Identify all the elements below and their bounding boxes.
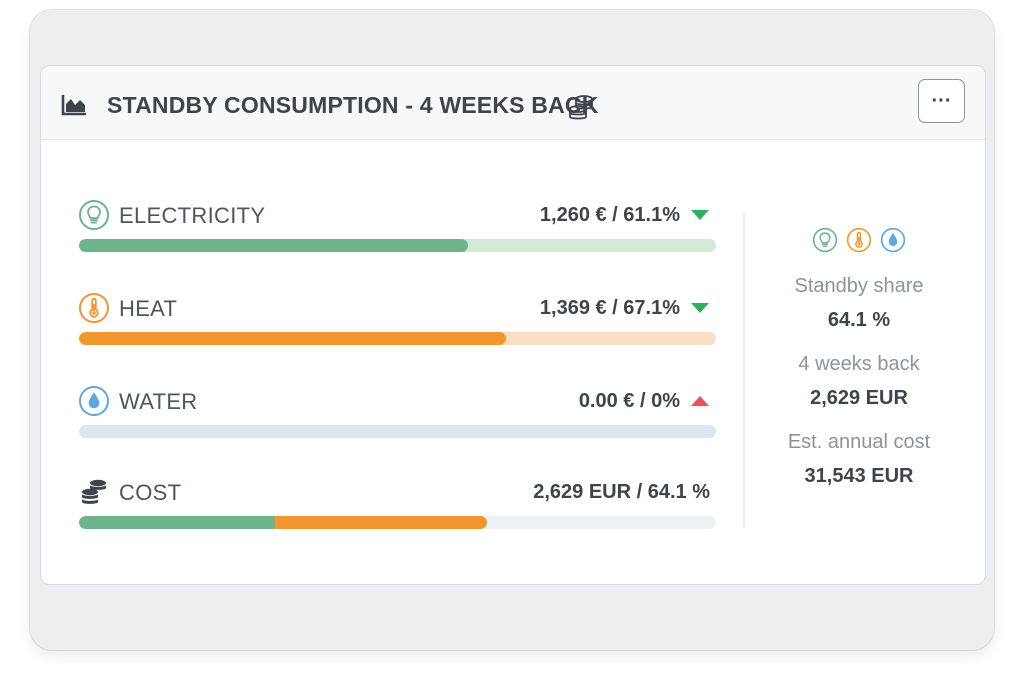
annual-cost-value: 31,543 EUR bbox=[804, 465, 914, 487]
progress-fill bbox=[79, 239, 469, 252]
trend-down-icon bbox=[691, 210, 709, 220]
standby-share-label: Standby share bbox=[794, 275, 924, 297]
progress-fill bbox=[79, 332, 507, 345]
progress-segment-heat bbox=[274, 516, 488, 529]
trend-up-icon bbox=[691, 396, 709, 406]
coins-icon bbox=[82, 479, 106, 504]
row-label: HEAT bbox=[119, 296, 178, 321]
row-value: 2,629 EUR / 64.1 % bbox=[533, 481, 710, 503]
card-header: STANDBY CONSUMPTION - 4 WEEKS BACK ··· bbox=[41, 66, 985, 140]
more-options-button[interactable]: ··· bbox=[918, 79, 965, 123]
progress-segment-electricity bbox=[79, 516, 275, 529]
thermometer-icon bbox=[846, 227, 872, 253]
electricity-row: ELECTRICITY 1,260 € / 61.1% bbox=[78, 200, 718, 263]
heat-row: HEAT 1,369 € / 67.1% bbox=[78, 293, 718, 356]
heat-progress-bar bbox=[79, 332, 716, 345]
coins-stack-icon bbox=[569, 95, 593, 120]
card-title: STANDBY CONSUMPTION - 4 WEEKS BACK bbox=[107, 92, 599, 118]
summary-icons bbox=[761, 226, 957, 254]
row-label: ELECTRICITY bbox=[119, 203, 266, 228]
standby-consumption-card: STANDBY CONSUMPTION - 4 WEEKS BACK ··· E… bbox=[40, 65, 986, 585]
water-row: WATER 0.00 € / 0% bbox=[78, 386, 718, 449]
water-drop-icon bbox=[79, 386, 109, 416]
weeks-back-value: 2,629 EUR bbox=[810, 387, 908, 409]
lightbulb-icon bbox=[79, 200, 109, 230]
cost-row: COST 2,629 EUR / 64.1 % bbox=[78, 479, 718, 540]
lightbulb-icon bbox=[812, 227, 838, 253]
electricity-progress-bar bbox=[79, 239, 716, 252]
row-value: 1,369 € / 67.1% bbox=[539, 297, 680, 319]
water-progress-bar bbox=[79, 425, 716, 438]
row-value: 1,260 € / 61.1% bbox=[539, 204, 680, 226]
standby-share-value: 64.1 % bbox=[827, 309, 891, 331]
water-drop-icon bbox=[880, 227, 906, 253]
row-label: COST bbox=[119, 480, 182, 505]
thermometer-icon bbox=[79, 293, 109, 323]
area-chart-icon bbox=[61, 95, 86, 116]
summary-panel: Standby share 64.1 % 4 weeks back 2,629 … bbox=[761, 226, 957, 488]
vertical-divider bbox=[743, 213, 745, 527]
row-label: WATER bbox=[119, 389, 198, 414]
cost-progress-bar bbox=[79, 516, 716, 529]
trend-down-icon bbox=[691, 303, 709, 313]
row-value: 0.00 € / 0% bbox=[578, 390, 680, 412]
weeks-back-label: 4 weeks back bbox=[798, 353, 920, 375]
annual-cost-label: Est. annual cost bbox=[787, 431, 931, 453]
